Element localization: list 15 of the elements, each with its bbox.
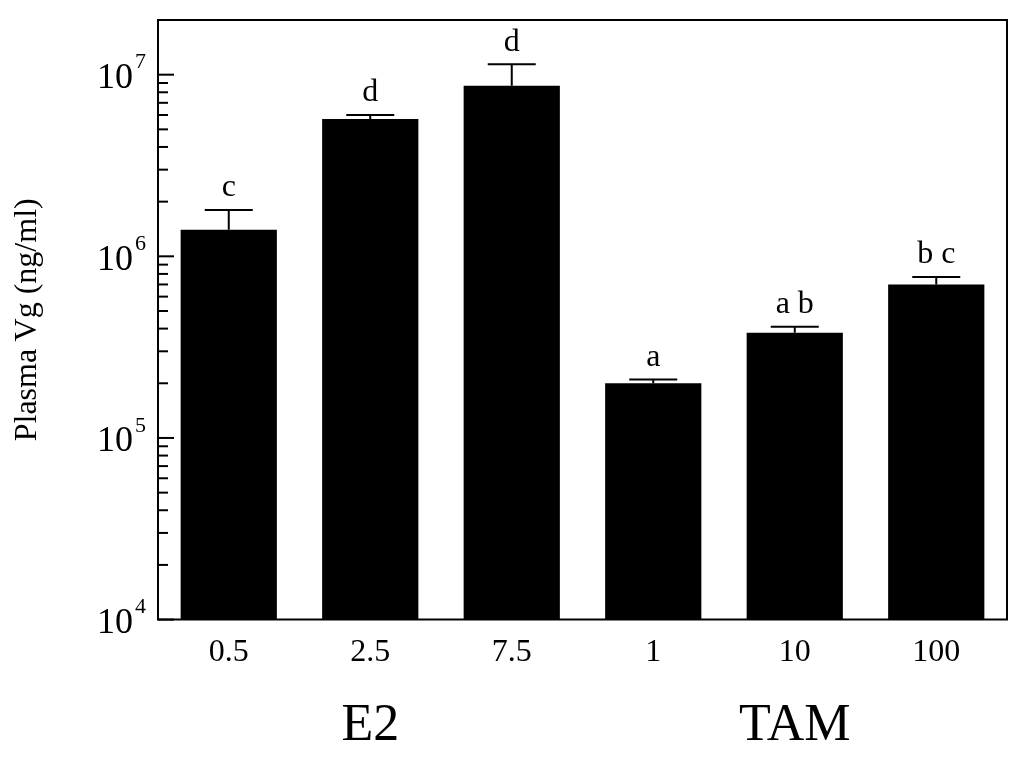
x-tick-label: 7.5 xyxy=(491,632,532,669)
x-tick-label: 2.5 xyxy=(350,632,391,669)
text: TAM xyxy=(739,693,851,751)
data-label: d xyxy=(362,72,379,109)
x-tick-label: 1 xyxy=(645,632,662,669)
data-label: b c xyxy=(917,234,956,271)
data-label: c xyxy=(221,167,236,204)
x-tick-label: 0.5 xyxy=(208,632,249,669)
data-label: d xyxy=(503,21,520,58)
x-tick-label: 10 xyxy=(778,632,811,669)
text: E2 xyxy=(341,693,400,751)
x-tick-label: 100 xyxy=(912,632,961,669)
data-label: a b xyxy=(775,284,814,321)
y-axis-title: Plasma Vg (ng/ml) xyxy=(6,198,43,442)
data-label: a xyxy=(646,336,661,373)
